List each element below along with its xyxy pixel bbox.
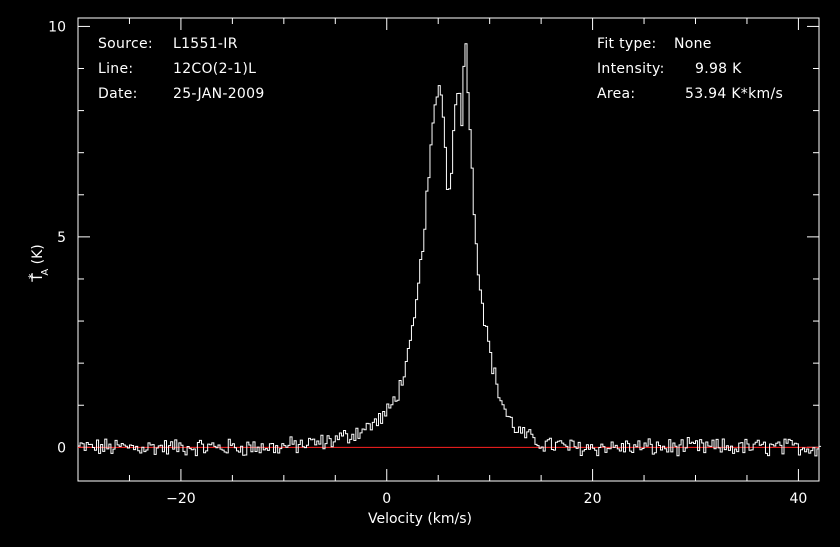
x-tick-label: 40 — [790, 491, 808, 507]
date-annotation: Date: 25-JAN-2009 — [98, 86, 264, 102]
fit-type-value: None — [674, 36, 712, 52]
y-label-unit: (K) — [30, 244, 46, 269]
intensity-key: Intensity: — [597, 61, 665, 77]
x-tick-label: 0 — [382, 491, 391, 507]
fit-type-key: Fit type: — [597, 36, 657, 52]
y-tick-label: 5 — [57, 230, 66, 246]
x-tick-label: −20 — [166, 491, 196, 507]
area-key: Area: — [597, 86, 636, 102]
line-value: 12CO(2-1)L — [173, 61, 257, 77]
line-key: Line: — [98, 61, 134, 77]
y-axis-label: T*A (K) — [26, 233, 51, 293]
line-annotation: Line: 12CO(2-1)L — [98, 61, 256, 77]
y-tick-label: 0 — [57, 440, 66, 456]
plot-frame — [77, 17, 820, 482]
fit-type-annotation: Fit type: None — [597, 36, 711, 52]
source-key: Source: — [98, 36, 153, 52]
area-value: 53.94 K*km/s — [685, 86, 784, 102]
y-label-sup: * — [26, 273, 39, 280]
y-label-sub: A — [39, 268, 51, 276]
source-annotation: Source: L1551-IR — [98, 36, 237, 52]
intensity-value: 9.98 K — [695, 61, 742, 77]
x-tick-label: 20 — [584, 491, 602, 507]
source-value: L1551-IR — [173, 36, 238, 52]
date-value: 25-JAN-2009 — [173, 86, 265, 102]
area-annotation: Area: 53.94 K*km/s — [597, 86, 783, 102]
date-key: Date: — [98, 86, 138, 102]
x-axis-label: Velocity (km/s) — [367, 511, 473, 527]
intensity-annotation: Intensity: 9.98 K — [597, 61, 741, 77]
y-tick-label: 10 — [48, 19, 66, 35]
spectrum-line — [78, 43, 822, 457]
